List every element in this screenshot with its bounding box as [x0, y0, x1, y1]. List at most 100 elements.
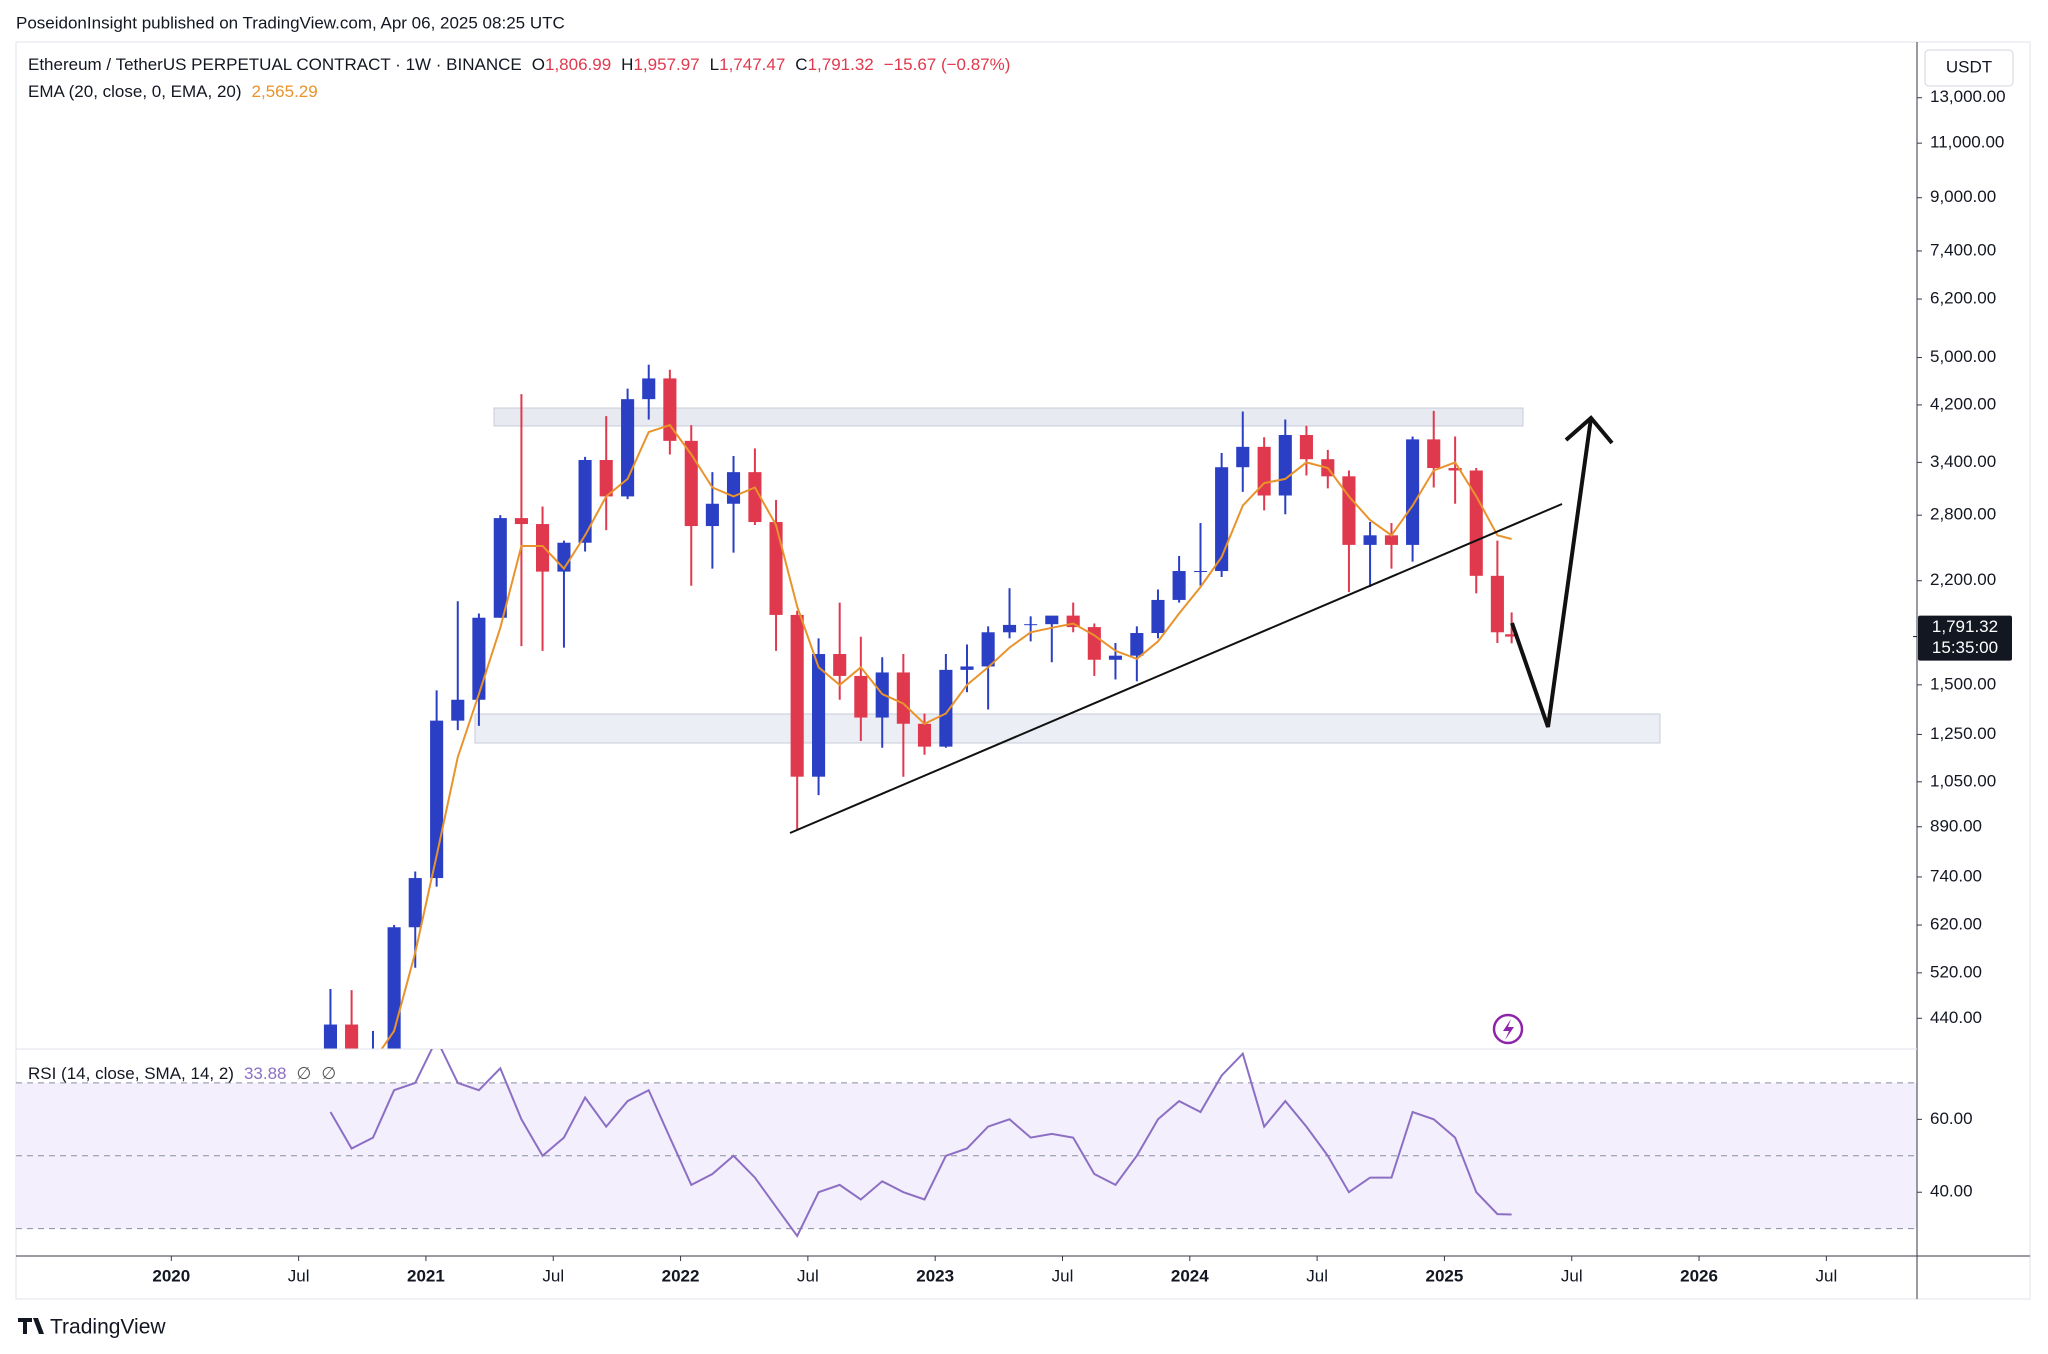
candle-body	[1299, 435, 1313, 460]
y-tick-label: 13,000.00	[1930, 87, 2006, 106]
x-tick-label: 2021	[407, 1266, 445, 1285]
candle-body	[684, 440, 698, 527]
ohlc-key: L	[710, 55, 719, 74]
y-tick-label: 2,200.00	[1930, 570, 1996, 589]
candle-body	[1193, 571, 1208, 573]
x-tick-label: 2024	[1171, 1266, 1209, 1285]
rsi-extra: ∅	[321, 1064, 336, 1083]
ohlc-key: C	[795, 55, 807, 74]
symbol: Ethereum / TetherUS PERPETUAL CONTRACT ·…	[28, 55, 522, 74]
rsi-line	[329, 1049, 1512, 1238]
rsi-value: 33.88	[244, 1064, 287, 1083]
trendline	[789, 503, 1563, 834]
x-tick-label: Jul	[542, 1266, 564, 1285]
candle-body	[1427, 439, 1441, 469]
candle-body	[1490, 575, 1504, 633]
candle-body	[1108, 655, 1123, 660]
y-tick-label: 440.00	[1930, 1008, 1982, 1027]
rsi-name: RSI (14, close, SMA, 14, 2)	[28, 1064, 234, 1083]
y-tick-label: 740.00	[1930, 866, 1982, 885]
currency-box[interactable]	[1924, 49, 2014, 87]
rsi-tick-label: 40.00	[1930, 1182, 1973, 1201]
candle-body	[1087, 627, 1101, 660]
candle-body	[1448, 468, 1462, 471]
candle-body	[705, 503, 719, 527]
last-price-box	[1918, 615, 2012, 661]
y-tick-label: 1,050.00	[1930, 771, 1996, 790]
ema-line	[380, 423, 1512, 1049]
ohlc-value: 1,806.99	[545, 55, 611, 74]
candle-body	[514, 518, 528, 525]
x-tick-label: Jul	[797, 1266, 819, 1285]
candle-body	[599, 459, 613, 497]
rsi-pane	[16, 1082, 1917, 1230]
rsi-tick-label: 60.00	[1930, 1109, 1973, 1128]
candle-body	[769, 522, 783, 615]
x-tick-label: Jul	[1306, 1266, 1328, 1285]
rsi-legend: RSI (14, close, SMA, 14, 2) 33.88 ∅ ∅	[28, 1064, 336, 1083]
candle-body	[323, 1024, 338, 1049]
last-price-label: 1,791.32	[1932, 617, 1998, 636]
candle-body	[726, 472, 741, 504]
candle-body	[1236, 446, 1250, 468]
x-tick-label: Jul	[288, 1266, 310, 1285]
candle-body	[854, 675, 868, 718]
brand-logo	[18, 1318, 44, 1334]
candle-body	[1215, 467, 1229, 572]
alert-bolt	[1503, 1019, 1514, 1040]
y-tick-label: 9,000.00	[1930, 187, 1996, 206]
candle-body	[1384, 535, 1399, 545]
ema-value: 2,565.29	[252, 82, 318, 101]
y-tick-label: 890.00	[1930, 816, 1982, 835]
candle-body	[748, 472, 762, 523]
candle-body	[917, 723, 932, 747]
projection-arrow	[1510, 417, 1593, 728]
rsi-extra: ∅	[297, 1064, 312, 1083]
candle-body	[1024, 624, 1038, 626]
currency: USDT	[1946, 57, 1992, 76]
x-tick-label: 2022	[662, 1266, 700, 1285]
chart-frame	[15, 41, 2031, 1300]
resistance-zone	[493, 407, 1524, 427]
x-tick-label: Jul	[1815, 1266, 1837, 1285]
ohlc-value: 1,791.32	[808, 55, 874, 74]
candle-body	[896, 672, 910, 724]
ohlc-value: 1,957.97	[633, 55, 699, 74]
x-tick-label: 2025	[1426, 1266, 1464, 1285]
arrow-head	[1564, 415, 1614, 445]
candle-body	[472, 617, 486, 700]
candle-body	[1469, 470, 1483, 576]
y-tick-label: 7,400.00	[1930, 240, 1996, 259]
ema-name: EMA (20, close, 0, EMA, 20)	[28, 82, 242, 101]
candle-body	[833, 654, 847, 676]
candle-body	[1278, 435, 1292, 496]
y-tick-label: 5,000.00	[1930, 347, 1996, 366]
candle-body	[790, 614, 804, 777]
candle-body	[1151, 599, 1165, 634]
candle-body	[408, 878, 422, 928]
support-zone	[474, 713, 1661, 744]
candle-body	[387, 927, 401, 1049]
candle-body	[1066, 615, 1080, 628]
y-tick-label: 2,800.00	[1930, 505, 1996, 524]
alert-icon[interactable]	[1492, 1013, 1524, 1045]
x-tick-label: 2020	[152, 1266, 190, 1285]
candle-body	[1342, 476, 1356, 545]
change: −15.67 (−0.87%)	[884, 55, 1011, 74]
candle-body	[812, 654, 826, 777]
y-tick-label: 11,000.00	[1930, 133, 2004, 152]
ema-legend: EMA (20, close, 0, EMA, 20) 2,565.29	[28, 82, 318, 101]
y-tick-label: 1,250.00	[1930, 724, 1996, 743]
candle-body	[536, 524, 550, 572]
candle-body	[1130, 633, 1144, 656]
x-tick-label: Jul	[1052, 1266, 1074, 1285]
candle-body	[493, 518, 507, 618]
ohlc-key: H	[621, 55, 633, 74]
candle-body	[1002, 624, 1017, 633]
y-tick-label: 6,200.00	[1930, 289, 1996, 308]
candle-body	[1505, 634, 1519, 637]
candle-body	[981, 632, 995, 667]
candle-body	[366, 1054, 379, 1073]
